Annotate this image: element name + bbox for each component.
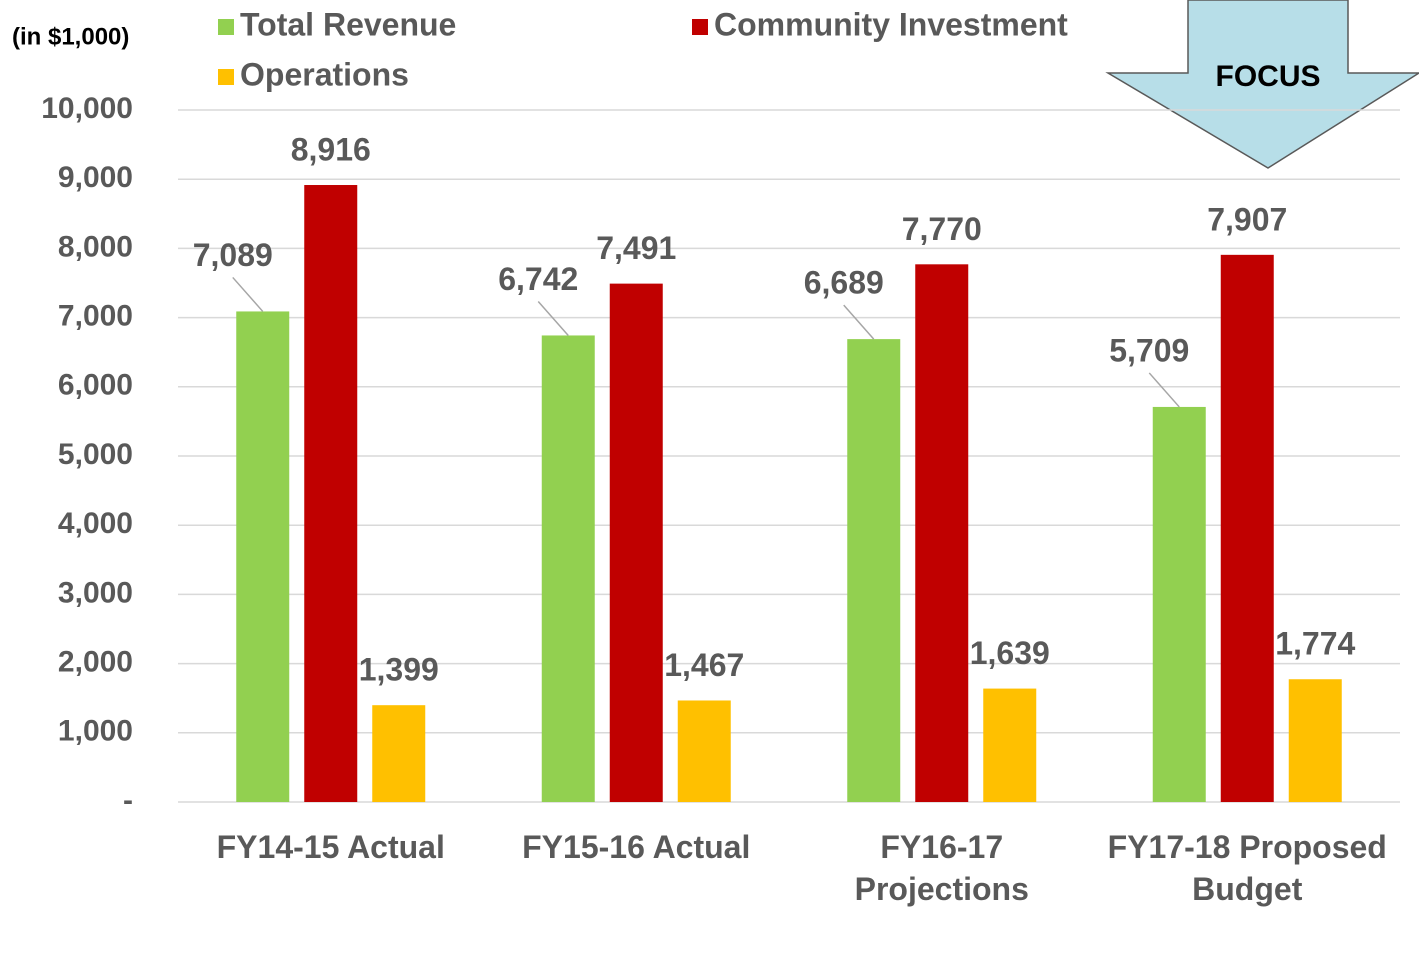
leader-line <box>1148 372 1180 408</box>
y-tick-label: - <box>123 784 133 817</box>
data-label: 1,639 <box>970 635 1050 671</box>
data-label: 6,742 <box>498 261 578 297</box>
data-label: 6,689 <box>804 265 884 301</box>
y-tick-label: 10,000 <box>41 92 133 125</box>
bar <box>1152 406 1206 802</box>
legend-label: Total Revenue <box>240 6 456 42</box>
legend-label: Community Investment <box>714 6 1068 42</box>
bar <box>983 688 1037 802</box>
y-tick-label: 5,000 <box>58 438 133 471</box>
leader-line <box>232 276 264 312</box>
data-label: 1,774 <box>1275 626 1355 662</box>
y-tick-label: 4,000 <box>58 507 133 540</box>
y-tick-label: 8,000 <box>58 230 133 263</box>
leader-line <box>537 300 569 336</box>
y-tick-label: 7,000 <box>58 300 133 333</box>
data-label: 1,467 <box>664 647 744 683</box>
y-tick-label: 9,000 <box>58 161 133 194</box>
data-label: 7,907 <box>1207 201 1287 237</box>
data-label: 8,916 <box>291 131 371 167</box>
bar <box>847 339 901 802</box>
annotation: FOCUS <box>1216 60 1321 93</box>
bar <box>915 264 969 802</box>
data-label: 5,709 <box>1109 332 1189 368</box>
y-tick-label: 1,000 <box>58 715 133 748</box>
bar <box>1220 254 1274 803</box>
leader-line <box>843 304 875 340</box>
y-tick-label: 6,000 <box>58 369 133 402</box>
data-label: 7,770 <box>902 211 982 247</box>
x-tick-label: FY16-17 Projections <box>854 829 1029 907</box>
legend-swatch <box>218 69 234 85</box>
data-label: 7,491 <box>596 230 676 266</box>
bar <box>304 185 358 802</box>
x-tick-label: FY14-15 Actual <box>216 829 445 865</box>
legend-label: Operations <box>240 56 409 92</box>
bar <box>609 283 663 802</box>
bar <box>541 335 595 802</box>
y-tick-label: 2,000 <box>58 646 133 679</box>
legend-swatch <box>692 19 708 35</box>
bar <box>1288 679 1342 802</box>
data-label: 1,399 <box>359 652 439 688</box>
unit-label: (in $1,000) <box>12 23 129 50</box>
bar <box>236 311 290 802</box>
x-tick-label: FY17-18 Proposed Budget <box>1107 829 1387 907</box>
focus-arrow <box>1105 0 1419 169</box>
data-label: 7,089 <box>193 237 273 273</box>
bar <box>677 700 731 802</box>
bar <box>372 705 426 802</box>
legend-swatch <box>218 19 234 35</box>
x-tick-label: FY15-16 Actual <box>522 829 751 865</box>
y-tick-label: 3,000 <box>58 576 133 609</box>
